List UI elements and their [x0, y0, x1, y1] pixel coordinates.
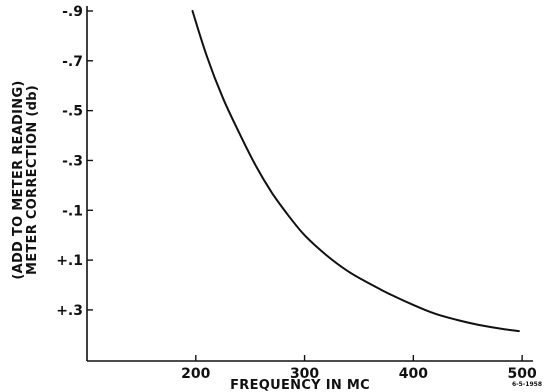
reference-number: 6-5-1958 [512, 381, 542, 388]
x-tick-label: 200 [181, 366, 210, 382]
y-axis-title-line-1: (ADD TO METER READING) [11, 80, 26, 279]
series-line [191, 10, 520, 333]
y-tick-label: -.3 [62, 153, 83, 169]
y-tick-label: -.7 [62, 54, 83, 70]
y-tick-label: -.5 [62, 104, 83, 120]
y-axis-ticks: -.9 -.7 -.5 -.3 -.1 +.1 +.3 [56, 4, 93, 319]
x-tick-label: 400 [399, 366, 428, 382]
y-tick-label: -.1 [62, 203, 83, 219]
x-tick-label: 300 [290, 366, 319, 382]
y-axis-title-line-2: METER CORRECTION (db) [25, 85, 40, 275]
x-axis-ticks: 200 300 400 500 [181, 355, 537, 382]
x-tick-label: 500 [508, 366, 537, 382]
y-tick-label: +.3 [56, 303, 83, 319]
y-tick-label: +.1 [56, 253, 83, 269]
x-axis-title: FREQUENCY IN MC [230, 378, 370, 392]
y-axis-title: (ADD TO METER READING) METER CORRECTION … [11, 80, 40, 279]
y-tick-label: -.9 [62, 4, 83, 20]
